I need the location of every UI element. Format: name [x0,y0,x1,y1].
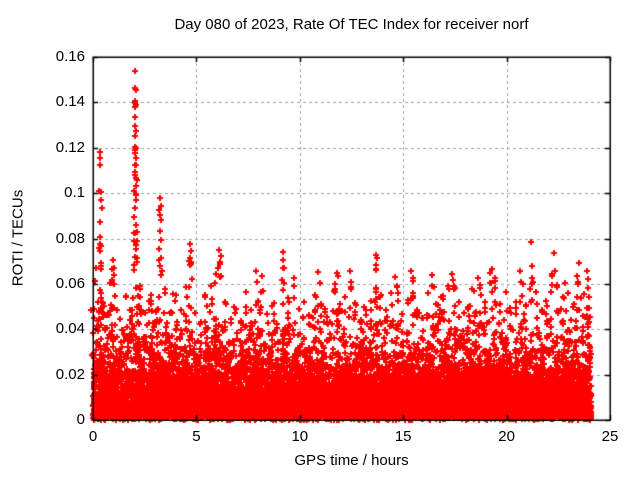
y-tick-label: 0.16 [55,48,85,65]
x-axis-label: GPS time / hours [294,452,409,469]
y-tick-label: 0.14 [55,93,85,111]
x-tick-label: 25 [601,428,619,445]
y-tick-label: 0 [76,411,85,428]
x-tick-label: 0 [88,428,98,445]
y-tick-label: 0.02 [55,365,85,383]
x-tick-label: 20 [498,428,515,445]
y-tick-label: 0.06 [55,274,85,292]
x-tick-label: 10 [291,428,309,445]
chart-title: Day 080 of 2023, Rate Of TEC Index for r… [174,16,529,33]
y-tick-label: 0.08 [55,229,85,247]
y-tick-label: 0.12 [55,138,85,156]
y-tick-label: 0.1 [64,184,85,202]
x-tick-label: 5 [192,428,201,445]
y-tick-label: 0.04 [55,320,85,338]
x-tick-label: 15 [394,428,412,445]
